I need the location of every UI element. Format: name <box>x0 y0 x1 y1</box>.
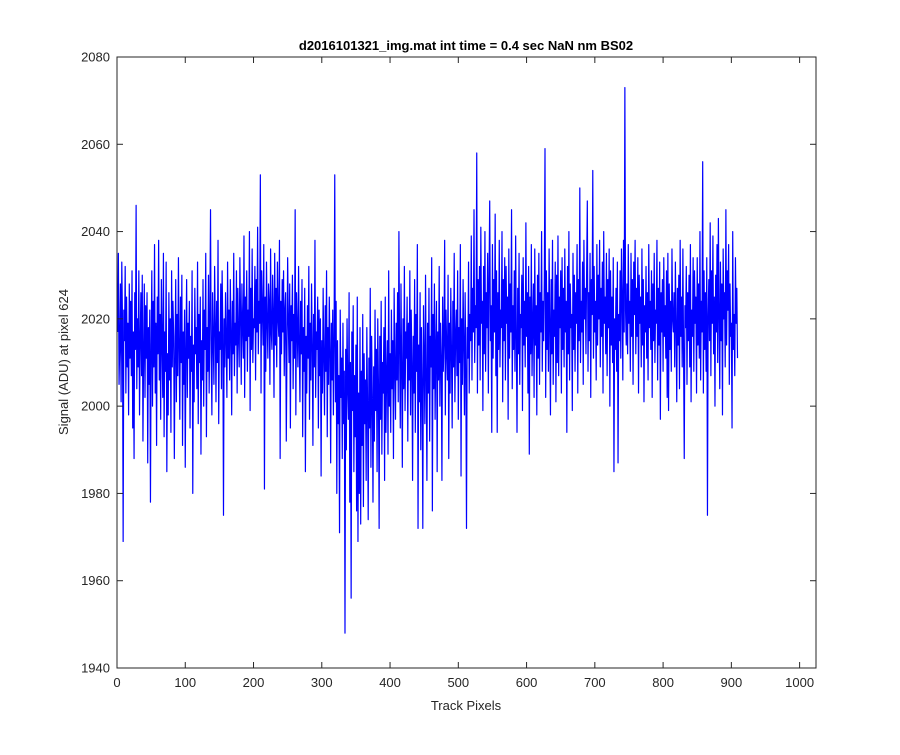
y-tick-label: 2080 <box>81 50 110 65</box>
y-tick-label: 2060 <box>81 137 110 152</box>
y-tick-label: 1940 <box>81 661 110 676</box>
y-axis: 1940 1960 1980 2000 2020 2040 2060 2080 <box>81 50 816 676</box>
x-axis: 0 100 200 300 400 500 600 700 800 900 1000 <box>113 57 814 690</box>
x-tick-label: 1000 <box>785 675 814 690</box>
x-tick-label: 0 <box>113 675 120 690</box>
x-tick-label: 300 <box>311 675 333 690</box>
x-axis-label: Track Pixels <box>431 698 502 713</box>
x-tick-label: 400 <box>379 675 401 690</box>
y-tick-label: 2020 <box>81 311 110 326</box>
y-tick-label: 2000 <box>81 399 110 414</box>
x-tick-label: 100 <box>174 675 196 690</box>
series-line <box>117 86 739 634</box>
chart-title: d2016101321_img.mat int time = 0.4 sec N… <box>299 38 633 53</box>
axes-box <box>116 56 817 669</box>
x-tick-label: 500 <box>447 675 469 690</box>
x-tick-label: 900 <box>721 675 743 690</box>
x-tick-label: 700 <box>584 675 606 690</box>
x-tick-label: 800 <box>652 675 674 690</box>
y-tick-label: 1960 <box>81 573 110 588</box>
y-tick-label: 2040 <box>81 224 110 239</box>
x-tick-label: 200 <box>243 675 265 690</box>
series-group <box>117 86 739 634</box>
x-tick-label: 600 <box>516 675 538 690</box>
y-axis-label: Signal (ADU) at pixel 624 <box>56 289 71 435</box>
y-tick-label: 1980 <box>81 486 110 501</box>
